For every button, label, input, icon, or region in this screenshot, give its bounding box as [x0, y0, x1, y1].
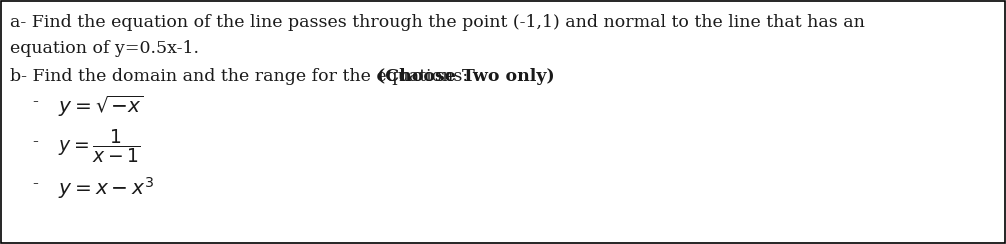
- Text: -: -: [32, 133, 38, 151]
- Text: (Choose Two only): (Choose Two only): [376, 68, 554, 85]
- Text: -: -: [32, 93, 38, 111]
- Text: $y = \sqrt{-x}$: $y = \sqrt{-x}$: [58, 93, 144, 119]
- Text: $y = \dfrac{1}{x-1}$: $y = \dfrac{1}{x-1}$: [58, 127, 141, 165]
- Text: -: -: [32, 175, 38, 193]
- Text: equation of y=0.5x-1.: equation of y=0.5x-1.: [10, 40, 199, 57]
- Text: a- Find the equation of the line passes through the point (-1,1) and normal to t: a- Find the equation of the line passes …: [10, 14, 865, 31]
- Text: b- Find the domain and the range for the equations:: b- Find the domain and the range for the…: [10, 68, 474, 85]
- Text: $y = x - x^{3}$: $y = x - x^{3}$: [58, 175, 154, 201]
